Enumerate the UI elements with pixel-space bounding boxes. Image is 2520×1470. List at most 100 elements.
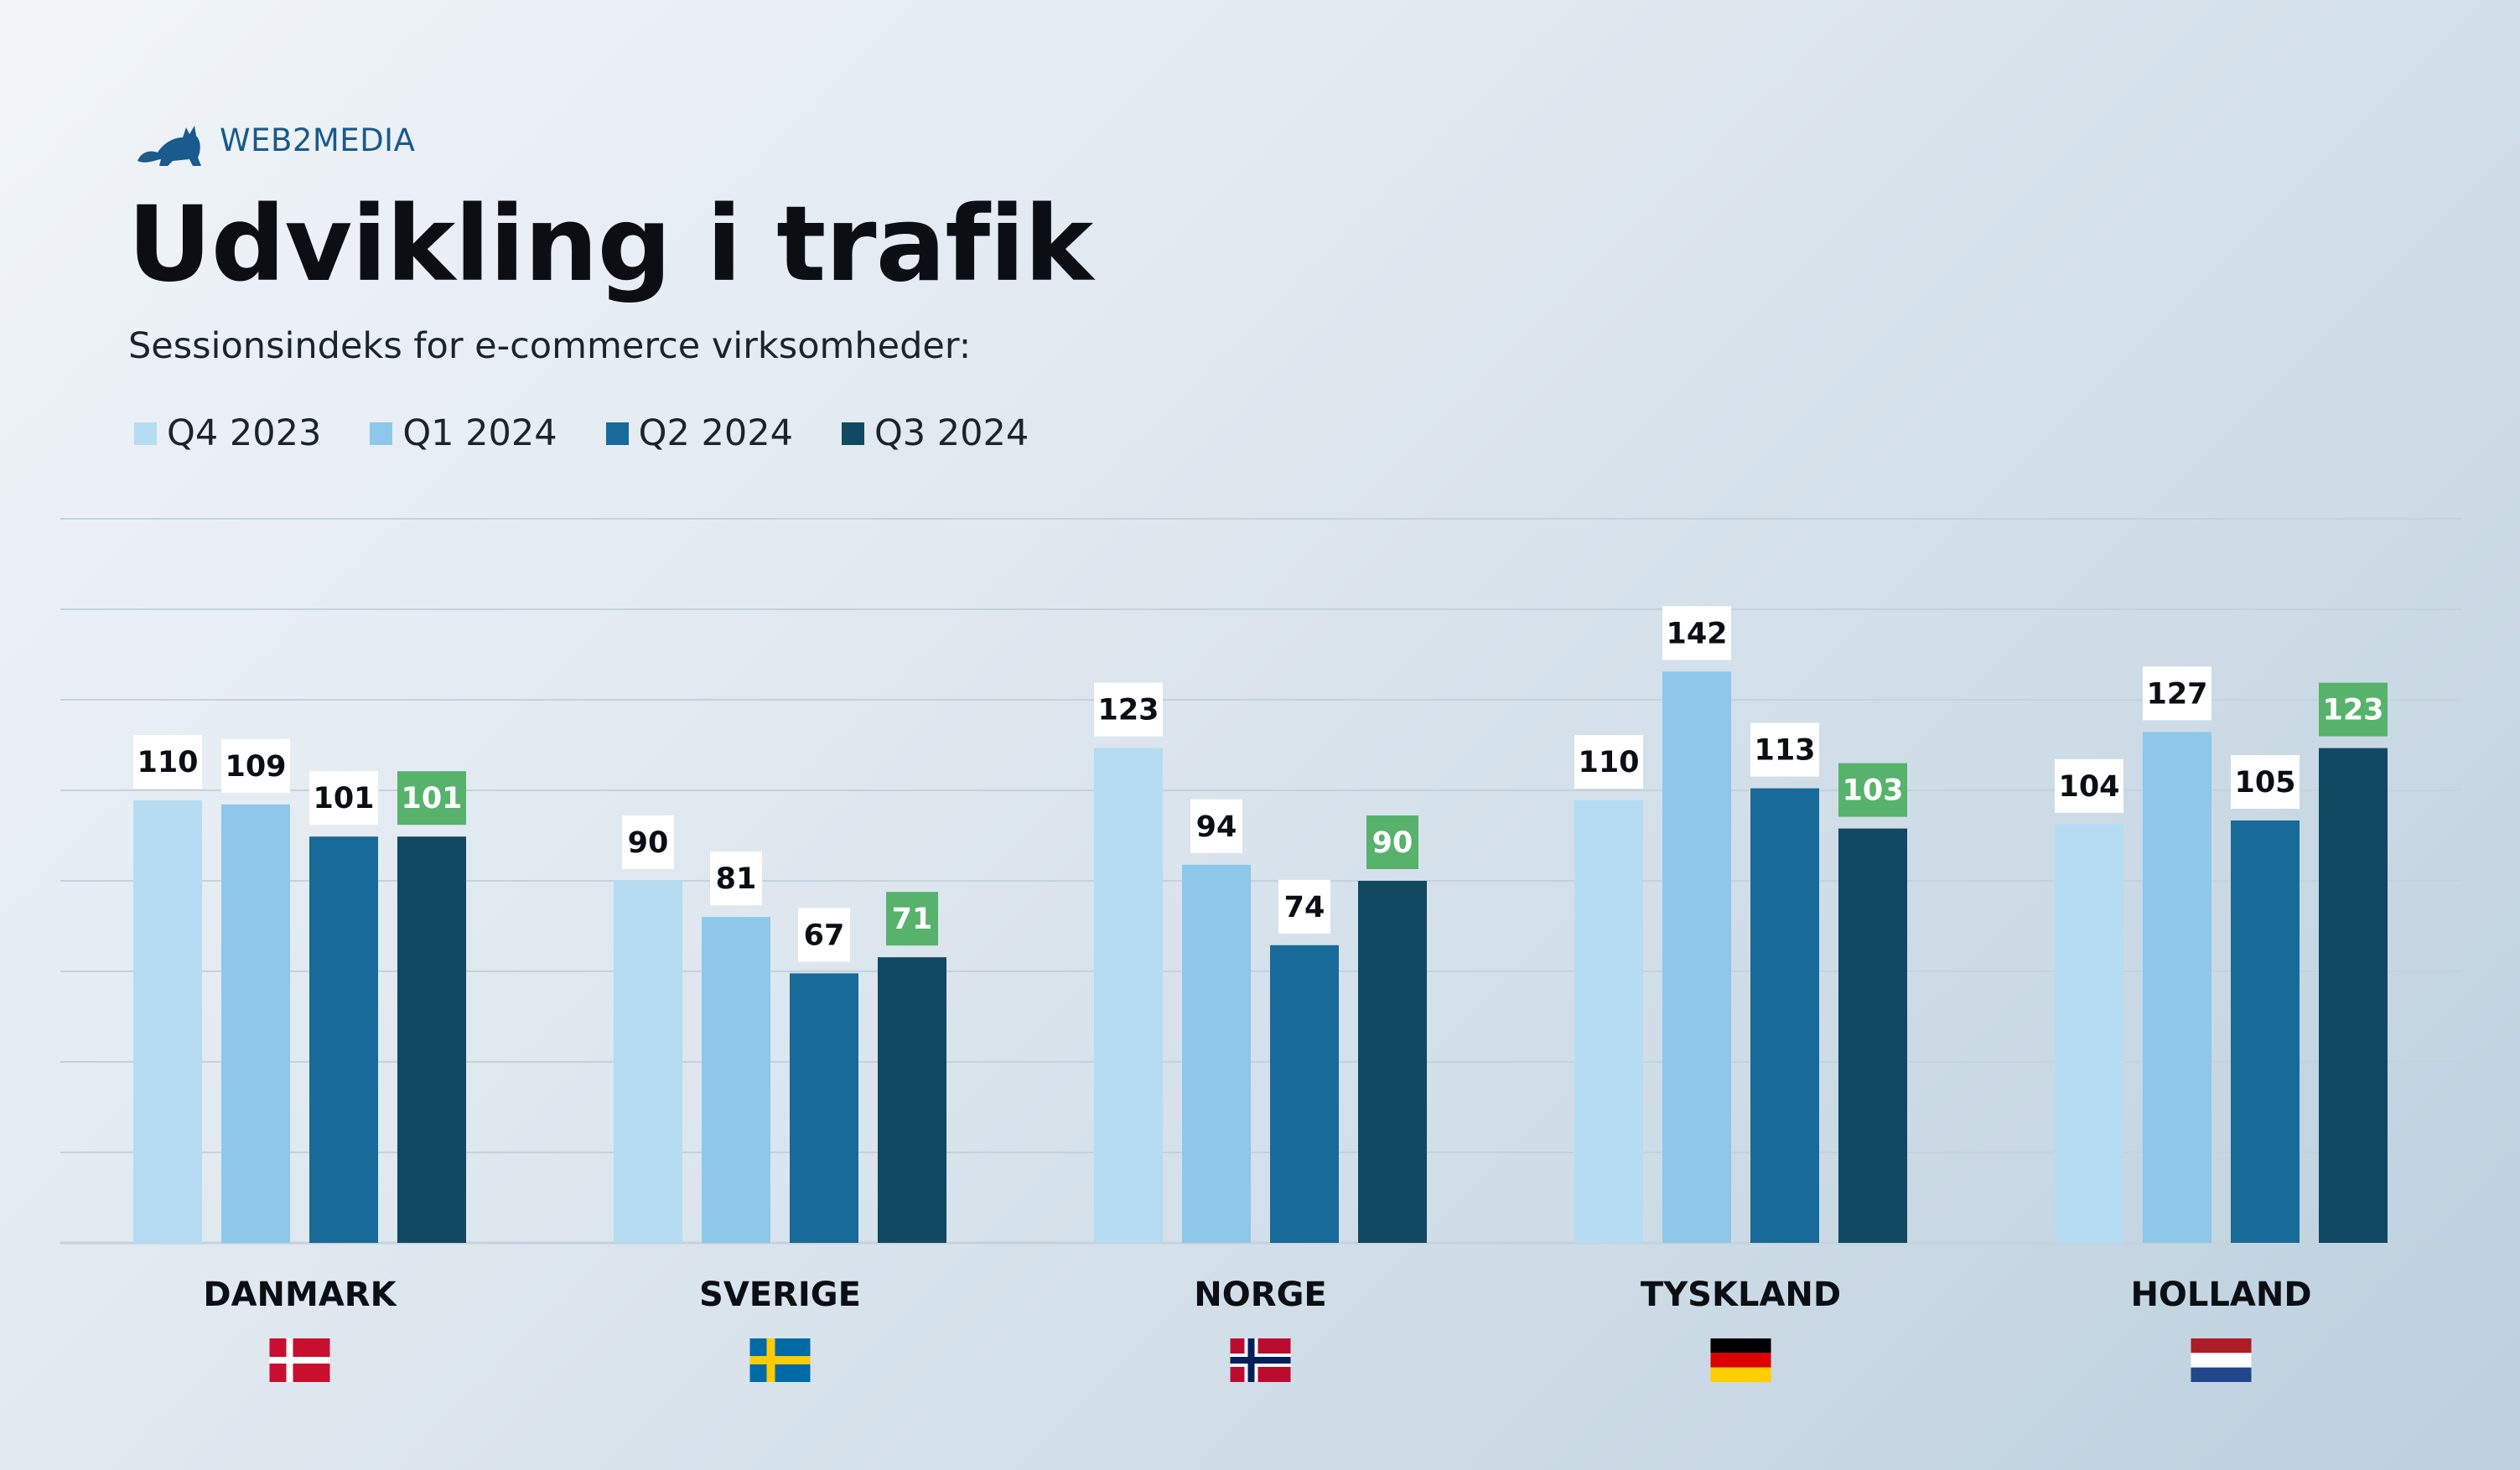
data-label-text: 123: [1097, 694, 1159, 727]
data-label-text: 110: [1578, 746, 1639, 779]
data-label-box: [2319, 682, 2388, 737]
bar-q3-2024: [2319, 748, 2388, 1243]
bar-q2-2024: [790, 973, 858, 1243]
data-label-box: [397, 771, 466, 826]
bar-q2-2024: [1750, 788, 1819, 1243]
data-label-box: [1190, 799, 1242, 853]
data-label-box: [1838, 763, 1907, 817]
data-label: 74: [1278, 879, 1330, 934]
chart-subtitle: Sessionsindeks for e-commerce virksomhed…: [128, 325, 972, 367]
data-label-text: 113: [1754, 734, 1815, 768]
data-label: 103: [1838, 763, 1907, 817]
bar-q4-2023: [2055, 824, 2123, 1243]
bar-q1-2024: [1662, 671, 1731, 1243]
legend-swatch-q2-2024: [605, 422, 629, 445]
chart-legend: Q4 2023 Q1 2024 Q2 2024 Q3 2024: [134, 412, 1077, 454]
bar-q3-2024: [1838, 828, 1907, 1243]
data-label-text: 103: [1842, 774, 1903, 808]
legend-item-q1-2024: Q1 2024: [370, 412, 557, 454]
legend-label: Q4 2023: [167, 412, 322, 454]
data-label-box: [2055, 758, 2123, 813]
data-label: 90: [622, 815, 674, 869]
bar-q1-2024: [702, 917, 770, 1243]
category-label: HOLLAND: [2130, 1276, 2311, 1314]
data-label-text: 74: [1284, 891, 1325, 924]
legend-swatch-q4-2023: [134, 422, 157, 445]
data-label-box: [1574, 735, 1643, 789]
data-label: 81: [710, 851, 762, 906]
legend-item-q4-2023: Q4 2023: [134, 412, 321, 454]
bar-q3-2024: [1358, 881, 1427, 1243]
data-label: 104: [2055, 758, 2123, 813]
brand-logo: WEB2MEDIA: [134, 111, 415, 169]
cat-icon: [137, 126, 201, 166]
data-label-text: 127: [2146, 677, 2207, 711]
legend-item-q2-2024: Q2 2024: [605, 412, 793, 454]
denmark-flag: [269, 1338, 330, 1382]
norway-flag: [1230, 1338, 1291, 1382]
data-label-box: [1750, 722, 1819, 777]
data-label-box: [133, 735, 202, 789]
bar-q3-2024: [878, 957, 946, 1243]
category-label: DANMARK: [203, 1276, 397, 1314]
category-label: NORGE: [1194, 1276, 1326, 1314]
netherlands-flag: [2191, 1338, 2252, 1382]
data-label: 101: [397, 771, 466, 826]
data-label-text: 94: [1196, 810, 1237, 844]
data-label-box: [221, 738, 290, 793]
data-label-text: 90: [628, 826, 669, 860]
legend-swatch-q3-2024: [841, 422, 864, 445]
data-label: 71: [886, 892, 938, 946]
brand-name: WEB2MEDIA: [220, 122, 416, 158]
data-label-box: [710, 851, 762, 906]
bar-q1-2024: [2143, 732, 2211, 1243]
bar-q4-2023: [1094, 748, 1163, 1243]
data-label-box: [1094, 682, 1163, 737]
data-label: 113: [1750, 722, 1819, 777]
legend-swatch-q1-2024: [370, 422, 393, 445]
data-label-box: [2231, 755, 2300, 809]
legend-item-q3-2024: Q3 2024: [841, 412, 1029, 454]
data-label-text: 67: [804, 919, 845, 952]
data-label: 142: [1662, 606, 1731, 660]
data-label-text: 101: [401, 782, 462, 815]
sweden-flag: [749, 1338, 811, 1382]
data-label-text: 123: [2322, 694, 2383, 727]
data-label: 105: [2231, 755, 2300, 809]
data-label: 123: [2319, 682, 2388, 737]
data-label-box: [622, 815, 674, 869]
legend-label: Q2 2024: [638, 412, 793, 454]
data-label-text: 81: [716, 862, 757, 896]
legend-label: Q3 2024: [874, 412, 1029, 454]
data-label: 110: [1574, 735, 1643, 789]
germany-flag: [1710, 1338, 1771, 1382]
data-label-text: 142: [1666, 617, 1727, 650]
data-label: 123: [1094, 682, 1163, 737]
data-label: 94: [1190, 799, 1242, 853]
data-label-text: 110: [137, 746, 198, 779]
bar-q3-2024: [397, 836, 466, 1243]
legend-label: Q1 2024: [402, 412, 557, 454]
bar-q2-2024: [309, 836, 378, 1243]
chart-title: Udvikling i trafik: [127, 184, 1093, 305]
data-label-text: 105: [2234, 766, 2295, 800]
bar-q2-2024: [2231, 820, 2300, 1243]
bar-q1-2024: [221, 804, 290, 1243]
bar-q2-2024: [1270, 945, 1339, 1243]
bar-q4-2023: [133, 800, 202, 1243]
data-label: 127: [2143, 666, 2211, 721]
bar-group-tyskland: 110 142 113 103 TYSKLAND: [1574, 606, 1907, 1382]
category-label: TYSKLAND: [1641, 1276, 1841, 1314]
data-label-text: 71: [892, 903, 933, 936]
data-label-box: [1366, 815, 1418, 869]
bar-group-sverige: 90 81 67 71 SVERIGE: [614, 815, 946, 1382]
category-label: SVERIGE: [699, 1276, 861, 1314]
data-label-box: [798, 908, 850, 962]
data-label-box: [1662, 606, 1731, 660]
data-label-box: [309, 771, 378, 826]
data-label-box: [886, 892, 938, 946]
bar-group-holland: 104 127 105 123 HOLLAND: [2055, 666, 2388, 1382]
data-label-text: 101: [313, 782, 374, 815]
bar-group-danmark: 110 109 101 101 DANMARK: [133, 735, 466, 1382]
